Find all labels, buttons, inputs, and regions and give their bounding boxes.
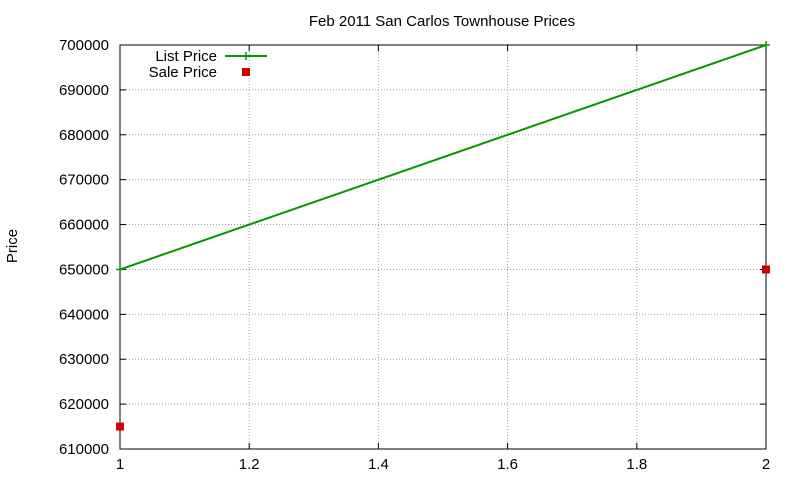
grid-layer	[120, 45, 766, 449]
y-tick-label: 640000	[59, 306, 109, 323]
y-tick-label: 630000	[59, 351, 109, 368]
axis-layer: 1 1.2 1.4 1.6 1.8 2 610000 620000 630000 640000 65…	[59, 37, 770, 473]
data-point-square	[762, 265, 770, 274]
data-point-square	[116, 422, 124, 431]
y-tick-label: 610000	[59, 441, 109, 458]
y-tick-label: 620000	[59, 396, 109, 413]
legend-label: Sale Price	[149, 64, 217, 81]
y-tick-label: 690000	[59, 82, 109, 99]
x-tick-label: 1.8	[626, 456, 647, 473]
y-tick-label: 680000	[59, 127, 109, 144]
x-tick-label: 1.6	[497, 456, 518, 473]
data-point-plus	[116, 265, 124, 274]
legend-label: List Price	[155, 48, 217, 65]
plot-border	[119, 44, 767, 450]
x-tick-label: 2	[762, 456, 770, 473]
series-list-price	[116, 41, 770, 274]
x-tick-label: 1	[116, 456, 124, 473]
y-tick-label: 660000	[59, 217, 109, 234]
x-tick-label: 1.2	[239, 456, 260, 473]
y-tick-label: 700000	[59, 37, 109, 54]
series-sale-price	[116, 265, 770, 431]
series-line	[119, 44, 767, 271]
y-tick-label: 670000	[59, 172, 109, 189]
legend-square-marker	[242, 68, 250, 76]
y-axis-label: Price	[4, 229, 21, 263]
y-tick-label: 650000	[59, 261, 109, 278]
data-point-plus	[762, 41, 770, 49]
legend-plus-marker	[242, 52, 250, 60]
series-layer	[116, 41, 770, 431]
x-tick-label: 1.4	[368, 456, 389, 473]
chart-title: Feb 2011 San Carlos Townhouse Prices	[309, 13, 575, 30]
